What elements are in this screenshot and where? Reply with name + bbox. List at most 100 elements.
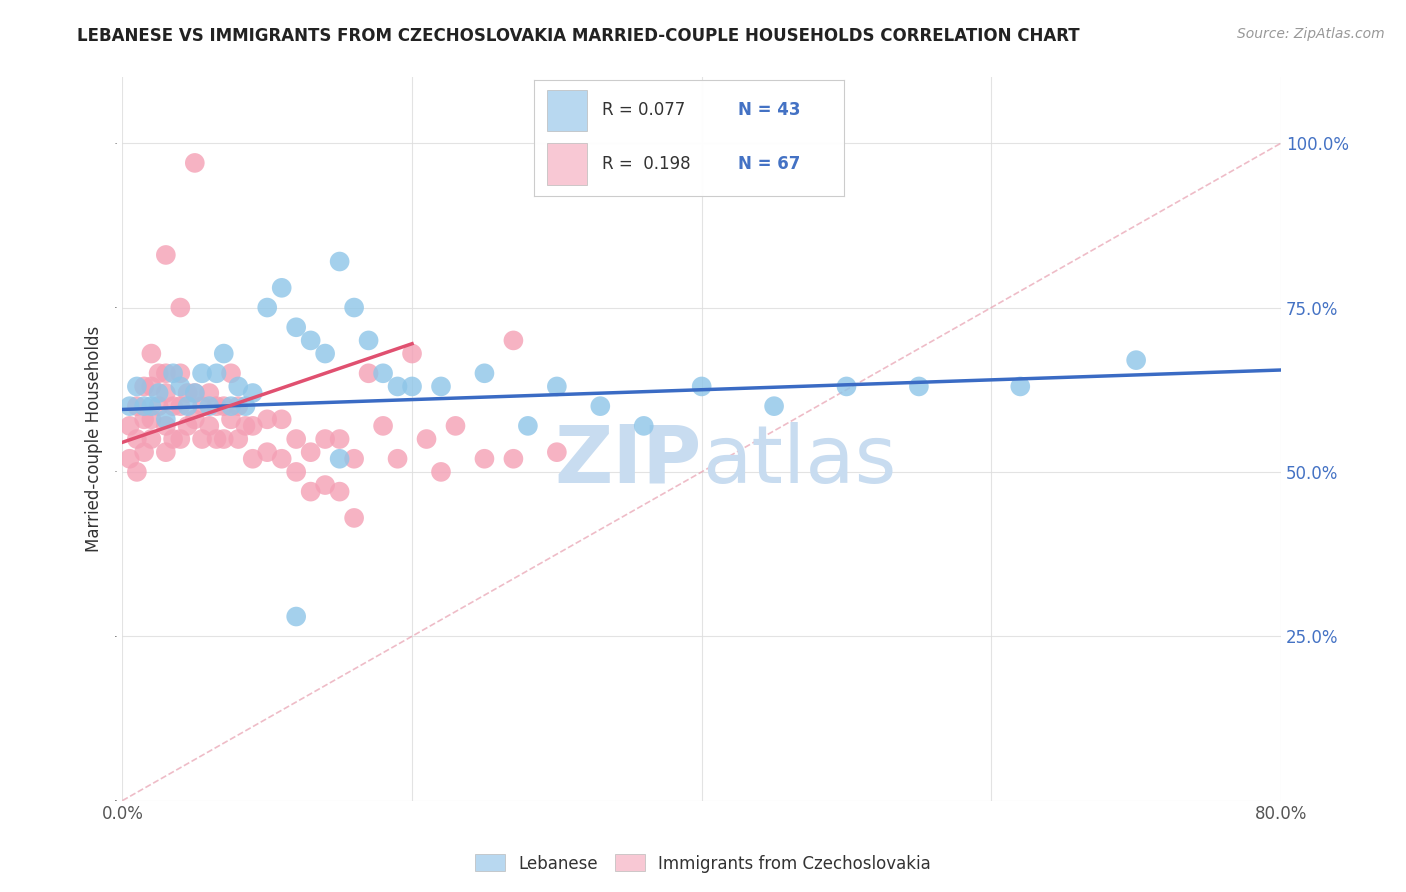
Point bbox=[125, 379, 148, 393]
Point bbox=[148, 366, 170, 380]
Point bbox=[502, 334, 524, 348]
Legend: Lebanese, Immigrants from Czechoslovakia: Lebanese, Immigrants from Czechoslovakia bbox=[468, 847, 938, 880]
Point bbox=[299, 484, 322, 499]
Point bbox=[371, 366, 394, 380]
Point bbox=[357, 334, 380, 348]
Text: R =  0.198: R = 0.198 bbox=[602, 155, 690, 173]
Point bbox=[329, 432, 352, 446]
Point bbox=[134, 399, 156, 413]
Point bbox=[176, 386, 198, 401]
Point bbox=[118, 418, 141, 433]
Point bbox=[343, 511, 366, 525]
Point bbox=[191, 399, 214, 413]
Point bbox=[329, 484, 352, 499]
Point bbox=[148, 399, 170, 413]
Point bbox=[690, 379, 713, 393]
Point bbox=[176, 418, 198, 433]
Point bbox=[155, 366, 177, 380]
Point bbox=[502, 451, 524, 466]
Point bbox=[205, 366, 228, 380]
Point bbox=[415, 432, 437, 446]
Point bbox=[184, 156, 207, 170]
Point bbox=[285, 320, 308, 334]
Point bbox=[235, 418, 257, 433]
Point bbox=[633, 418, 655, 433]
Point bbox=[141, 412, 163, 426]
Point bbox=[184, 412, 207, 426]
Text: R = 0.077: R = 0.077 bbox=[602, 102, 686, 120]
Point bbox=[226, 399, 249, 413]
Point bbox=[285, 465, 308, 479]
Point bbox=[155, 445, 177, 459]
Point bbox=[184, 386, 207, 401]
Point bbox=[155, 418, 177, 433]
Point bbox=[198, 418, 221, 433]
Y-axis label: Married-couple Households: Married-couple Households bbox=[86, 326, 103, 552]
Point bbox=[219, 412, 242, 426]
Point bbox=[430, 465, 453, 479]
Point bbox=[205, 399, 228, 413]
Point bbox=[198, 386, 221, 401]
Point bbox=[242, 451, 264, 466]
Point bbox=[256, 301, 278, 315]
Point bbox=[256, 412, 278, 426]
Point bbox=[357, 366, 380, 380]
Point bbox=[169, 399, 191, 413]
Text: N = 67: N = 67 bbox=[738, 155, 801, 173]
Point bbox=[141, 379, 163, 393]
Point bbox=[226, 379, 249, 393]
Point bbox=[169, 366, 191, 380]
Text: LEBANESE VS IMMIGRANTS FROM CZECHOSLOVAKIA MARRIED-COUPLE HOUSEHOLDS CORRELATION: LEBANESE VS IMMIGRANTS FROM CZECHOSLOVAK… bbox=[77, 27, 1080, 45]
Point bbox=[343, 301, 366, 315]
Point bbox=[134, 445, 156, 459]
Point bbox=[125, 465, 148, 479]
Point bbox=[148, 386, 170, 401]
Point bbox=[474, 451, 496, 466]
Point bbox=[314, 346, 336, 360]
Point bbox=[219, 366, 242, 380]
Point bbox=[134, 379, 156, 393]
Point bbox=[401, 379, 423, 393]
Point bbox=[1010, 379, 1032, 393]
Point bbox=[235, 399, 257, 413]
Point bbox=[198, 399, 221, 413]
Point bbox=[162, 432, 184, 446]
Point bbox=[169, 432, 191, 446]
Point bbox=[270, 412, 292, 426]
Point bbox=[162, 399, 184, 413]
Point bbox=[314, 432, 336, 446]
Point bbox=[212, 399, 235, 413]
Point bbox=[191, 366, 214, 380]
Point bbox=[212, 432, 235, 446]
Point bbox=[285, 432, 308, 446]
Point bbox=[546, 379, 568, 393]
Point bbox=[430, 379, 453, 393]
FancyBboxPatch shape bbox=[547, 89, 586, 131]
Text: atlas: atlas bbox=[702, 422, 896, 500]
Point bbox=[270, 451, 292, 466]
Text: N = 43: N = 43 bbox=[738, 102, 801, 120]
Point bbox=[299, 334, 322, 348]
Point bbox=[242, 418, 264, 433]
Point bbox=[226, 432, 249, 446]
Point bbox=[184, 386, 207, 401]
Point bbox=[401, 346, 423, 360]
Point bbox=[118, 451, 141, 466]
Point bbox=[155, 412, 177, 426]
Point bbox=[908, 379, 931, 393]
Point bbox=[763, 399, 786, 413]
Point bbox=[256, 445, 278, 459]
Point bbox=[125, 432, 148, 446]
Point bbox=[299, 445, 322, 459]
Point bbox=[387, 451, 409, 466]
Point bbox=[141, 432, 163, 446]
Point bbox=[118, 399, 141, 413]
Point bbox=[169, 301, 191, 315]
Point bbox=[155, 386, 177, 401]
Point bbox=[546, 445, 568, 459]
Point bbox=[1125, 353, 1147, 368]
Text: Source: ZipAtlas.com: Source: ZipAtlas.com bbox=[1237, 27, 1385, 41]
Point bbox=[191, 432, 214, 446]
Point bbox=[444, 418, 467, 433]
Point bbox=[387, 379, 409, 393]
